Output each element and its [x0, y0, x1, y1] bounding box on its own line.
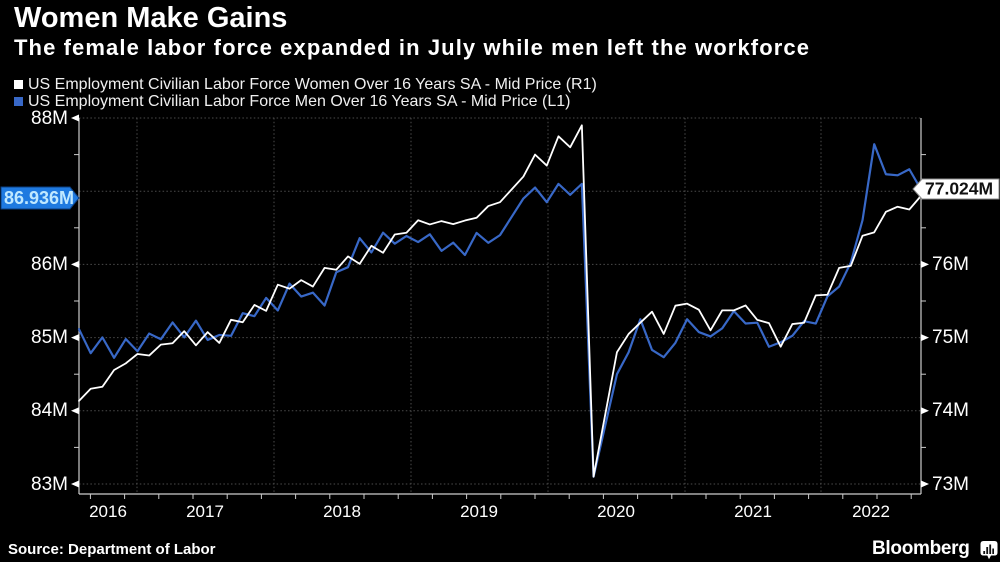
- svg-text:84M: 84M: [31, 400, 68, 421]
- svg-text:2016: 2016: [89, 502, 127, 521]
- svg-text:74M: 74M: [932, 400, 969, 421]
- svg-text:85M: 85M: [31, 327, 68, 348]
- svg-text:76M: 76M: [932, 254, 969, 275]
- svg-text:88M: 88M: [31, 108, 68, 129]
- svg-text:2021: 2021: [734, 502, 772, 521]
- svg-text:2017: 2017: [186, 502, 224, 521]
- svg-text:73M: 73M: [932, 474, 969, 495]
- svg-text:2022: 2022: [852, 502, 890, 521]
- svg-text:83M: 83M: [31, 474, 68, 495]
- svg-text:2019: 2019: [460, 502, 498, 521]
- svg-text:2020: 2020: [597, 502, 635, 521]
- svg-text:75M: 75M: [932, 327, 969, 348]
- svg-text:86M: 86M: [31, 254, 68, 275]
- svg-text:2018: 2018: [323, 502, 361, 521]
- svg-text:86.936M: 86.936M: [4, 188, 74, 208]
- svg-text:77.024M: 77.024M: [925, 179, 993, 199]
